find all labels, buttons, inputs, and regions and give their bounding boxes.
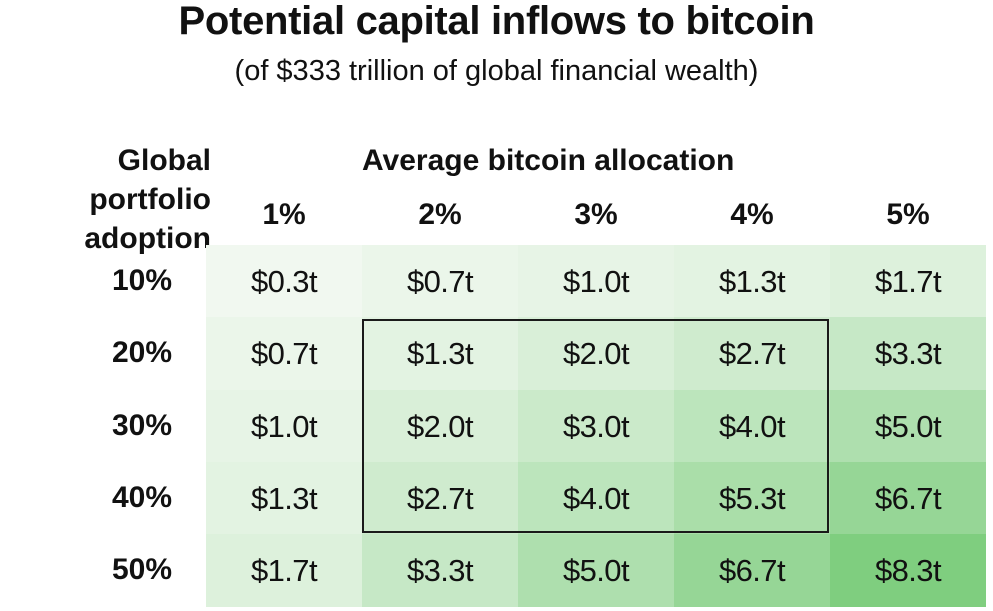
column-label: 2% [418, 198, 462, 231]
heatmap-cell: $3.0t [518, 390, 674, 463]
row-label: 10% [111, 264, 172, 297]
heatmap-cell: $0.7t [206, 317, 362, 390]
heatmap-cell: $1.3t [206, 462, 362, 535]
row-label: 50% [111, 553, 172, 586]
heatmap-cell: $1.7t [830, 245, 986, 318]
row-axis-header-line2: adoption [84, 222, 211, 255]
heatmap-cell: $1.3t [674, 245, 830, 318]
column-axis-header: Average bitcoin allocation [362, 144, 735, 177]
heatmap-cell: $1.7t [206, 534, 362, 607]
row-label: 30% [111, 409, 172, 442]
row-axis-header-line1: Global portfolio [89, 144, 211, 216]
heatmap-cell: $6.7t [830, 462, 986, 535]
heatmap-cell: $5.3t [674, 462, 830, 535]
heatmap-cell: $0.7t [362, 245, 518, 318]
chart-title: Potential capital inflows to bitcoin [178, 0, 815, 43]
column-label: 4% [730, 198, 774, 231]
heatmap-cell: $4.0t [518, 462, 674, 535]
column-label: 5% [886, 198, 930, 231]
heatmap-cell: $1.0t [206, 390, 362, 463]
heatmap-cell: $2.0t [362, 390, 518, 463]
column-label: 3% [574, 198, 618, 231]
heatmap-cell: $1.3t [362, 317, 518, 390]
heatmap-cell: $3.3t [830, 317, 986, 390]
column-label: 1% [262, 198, 306, 231]
heatmap-cell: $1.0t [518, 245, 674, 318]
heatmap-cell: $5.0t [518, 534, 674, 607]
chart-subtitle: (of $333 trillion of global financial we… [234, 55, 759, 87]
heatmap-cell: $0.3t [206, 245, 362, 318]
heatmap-cell: $3.3t [362, 534, 518, 607]
heatmap-cell: $6.7t [674, 534, 830, 607]
heatmap-cell: $4.0t [674, 390, 830, 463]
row-axis-header: Global portfolio adoption [6, 141, 211, 258]
heatmap-cell: $8.3t [830, 534, 986, 607]
heatmap-cell: $2.0t [518, 317, 674, 390]
row-label: 20% [111, 336, 172, 369]
heatmap-cell: $2.7t [362, 462, 518, 535]
heatmap-cell: $2.7t [674, 317, 830, 390]
heatmap-cell: $5.0t [830, 390, 986, 463]
row-label: 40% [111, 481, 172, 514]
